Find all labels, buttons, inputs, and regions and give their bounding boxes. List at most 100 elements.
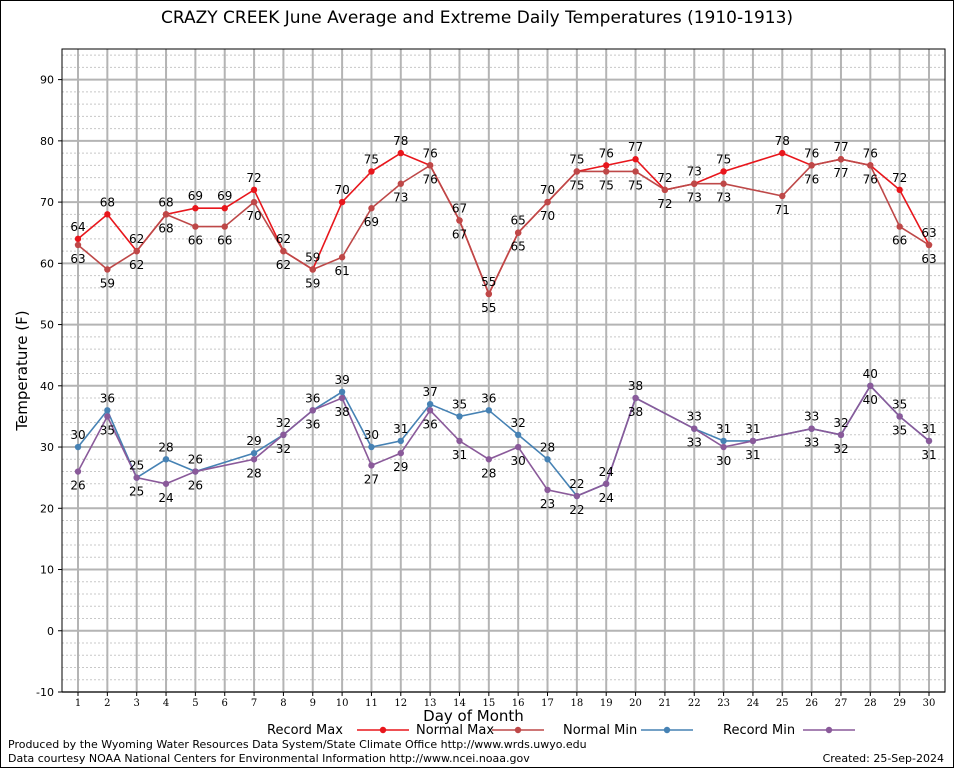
- data-point: [896, 413, 903, 420]
- data-label: 23: [540, 497, 555, 511]
- data-label: 31: [716, 422, 731, 436]
- data-point: [661, 186, 669, 194]
- data-label: 31: [393, 422, 408, 436]
- legend-label: Record Min: [723, 723, 795, 738]
- data-point: [603, 162, 610, 169]
- x-tick-label: 2: [104, 698, 110, 709]
- x-tick-label: 13: [424, 698, 437, 709]
- data-point: [720, 443, 727, 451]
- x-tick-label: 11: [365, 698, 378, 709]
- data-point: [514, 431, 522, 438]
- data-label: 32: [276, 416, 291, 430]
- data-label: 66: [892, 234, 907, 248]
- data-point: [192, 223, 199, 230]
- x-tick-label: 1: [75, 698, 81, 709]
- data-label: 63: [921, 226, 936, 240]
- data-label: 24: [158, 491, 173, 505]
- data-point: [485, 456, 493, 463]
- credit-line-1: Produced by the Wyoming Water Resources …: [8, 738, 587, 751]
- data-label: 63: [70, 252, 85, 266]
- data-point: [250, 456, 258, 463]
- data-label: 78: [393, 134, 408, 148]
- data-point: [368, 462, 375, 469]
- data-point: [896, 186, 903, 194]
- x-tick-label: 3: [134, 698, 140, 709]
- data-label: 30: [70, 428, 85, 442]
- data-point: [221, 223, 228, 230]
- x-tick-label: 6: [222, 698, 228, 709]
- data-point: [485, 407, 493, 414]
- data-point: [162, 480, 170, 487]
- data-point: [603, 168, 610, 175]
- data-label: 68: [158, 221, 173, 235]
- data-label: 72: [246, 171, 261, 185]
- y-tick-label: 90: [40, 74, 54, 87]
- data-point: [338, 254, 346, 261]
- data-label: 76: [422, 172, 437, 186]
- series-line-3: [77, 384, 930, 497]
- data-point: [867, 162, 874, 169]
- data-point: [632, 394, 639, 402]
- data-point: [837, 156, 845, 163]
- data-label: 77: [833, 166, 848, 180]
- data-label: 72: [657, 197, 672, 211]
- data-label: 73: [393, 191, 408, 205]
- data-point: [221, 205, 228, 212]
- plot-border: [61, 48, 946, 693]
- data-label: 38: [334, 405, 349, 419]
- y-tick-label: 30: [40, 441, 54, 454]
- data-label: 66: [217, 234, 232, 248]
- data-label: 77: [628, 140, 643, 154]
- x-tick-label: 5: [192, 698, 198, 709]
- legend-label: Record Max: [267, 723, 343, 738]
- data-label: 30: [511, 454, 526, 468]
- data-label: 65: [511, 240, 526, 254]
- data-label: 61: [334, 264, 349, 278]
- data-label: 75: [716, 152, 731, 166]
- data-point: [250, 186, 258, 194]
- data-point: [808, 162, 815, 169]
- data-label: 31: [745, 448, 760, 462]
- data-label: 59: [100, 276, 115, 290]
- data-label: 28: [481, 466, 496, 480]
- data-label: 75: [364, 152, 379, 166]
- x-tick-label: 7: [251, 698, 257, 709]
- data-label: 76: [804, 146, 819, 160]
- data-label: 30: [716, 454, 731, 468]
- data-point: [397, 149, 404, 157]
- data-point: [603, 480, 610, 487]
- legend-marker: [379, 726, 387, 734]
- data-point: [426, 162, 434, 169]
- data-point: [691, 425, 698, 432]
- x-tick-label: 29: [893, 698, 906, 709]
- x-tick-label: 22: [688, 698, 701, 709]
- data-point: [338, 388, 346, 396]
- data-point: [192, 468, 199, 475]
- x-tick-label: 25: [776, 698, 789, 709]
- data-point: [514, 443, 522, 451]
- data-label: 69: [188, 189, 203, 203]
- data-label: 28: [246, 466, 261, 480]
- data-label: 24: [599, 465, 614, 479]
- data-label: 26: [188, 453, 203, 467]
- data-point: [544, 456, 551, 463]
- data-label: 31: [921, 448, 936, 462]
- credit-line-2: Data courtesy NOAA National Centers for …: [8, 752, 530, 765]
- data-point: [133, 247, 140, 255]
- data-label: 22: [569, 503, 584, 517]
- data-label: 31: [745, 422, 760, 436]
- data-label: 32: [833, 416, 848, 430]
- data-label: 67: [452, 201, 467, 215]
- y-axis-label: Temperature (F): [13, 310, 31, 431]
- legend-marker: [514, 726, 522, 734]
- data-label: 40: [863, 393, 878, 407]
- data-label: 65: [511, 214, 526, 228]
- data-point: [74, 235, 82, 243]
- x-tick-label: 30: [923, 698, 936, 709]
- data-label: 36: [305, 391, 320, 405]
- data-label: 38: [628, 405, 643, 419]
- data-label: 76: [599, 146, 614, 160]
- data-label: 63: [921, 252, 936, 266]
- data-label: 70: [334, 183, 349, 197]
- data-point: [456, 413, 463, 420]
